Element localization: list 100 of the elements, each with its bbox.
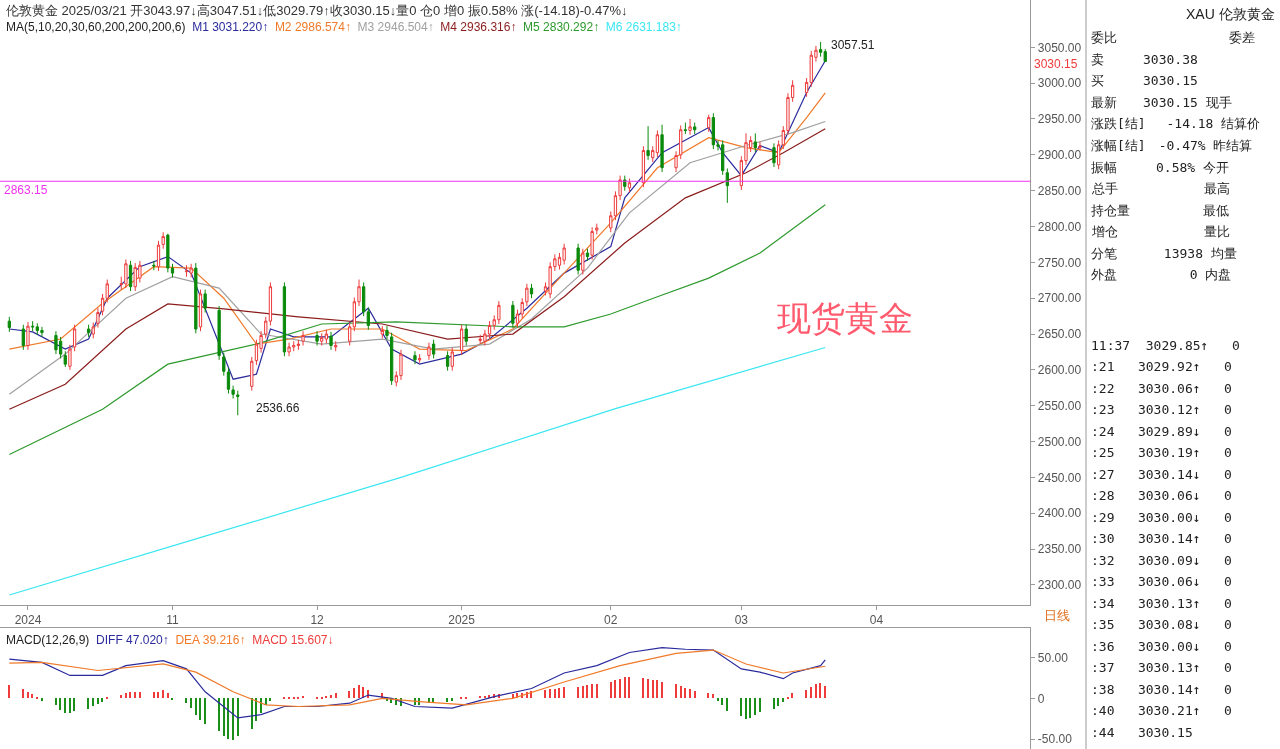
x-tick-label: 02: [604, 613, 618, 628]
annotation: 2536.66: [256, 401, 300, 415]
text: 3030.15: [1034, 57, 1078, 71]
bar: [707, 693, 709, 698]
bar: [451, 698, 453, 701]
text: MACD 15.607↓: [252, 633, 334, 647]
candlestick: [7, 316, 11, 333]
text: :23 3030.12↑ 0: [1091, 402, 1232, 417]
bar: [759, 698, 761, 712]
annotation: 现货黄金: [777, 299, 913, 337]
candlestick: [324, 329, 329, 344]
bar: [162, 690, 164, 698]
candlestick: [525, 283, 529, 307]
bar: [446, 698, 448, 702]
text: :25 3030.19↑ 0: [1091, 445, 1232, 460]
y-tick-label: 0: [1037, 691, 1045, 706]
bar: [642, 678, 644, 698]
bar: [139, 692, 141, 698]
bar: [69, 698, 71, 713]
y-tick-label: 2300.00: [1037, 578, 1082, 593]
bar: [614, 680, 616, 698]
bar: [656, 680, 658, 698]
bar: [27, 692, 29, 698]
text: 总手 最高: [1091, 181, 1230, 196]
bar: [819, 683, 821, 698]
text: :22 3030.06↑ 0: [1091, 381, 1232, 396]
bar: [260, 698, 262, 713]
candlestick: [707, 114, 711, 133]
y-tick-label: 2350.00: [1037, 542, 1082, 557]
candlestick: [166, 233, 170, 273]
bar: [92, 698, 94, 706]
bar: [218, 698, 220, 731]
bar: [41, 698, 43, 701]
x-tick-label: 2024: [14, 613, 42, 628]
bar: [185, 698, 187, 703]
text: 11:37 3029.85↑ 0: [1091, 338, 1240, 353]
x-tick-label: 11: [166, 613, 180, 628]
bar: [717, 698, 719, 701]
candlestick: [282, 281, 287, 357]
candlestick: [646, 125, 650, 161]
bar: [204, 698, 206, 724]
y-tick-label: 2400.00: [1037, 506, 1082, 521]
candlestick: [194, 262, 198, 334]
series-label: DEA 39.216↑: [175, 633, 246, 647]
text: 日线: [1044, 608, 1070, 623]
candlestick: [63, 350, 67, 368]
candlestick: [21, 324, 25, 351]
text: 最新 3030.15 现手: [1091, 95, 1232, 110]
candlestick: [595, 223, 599, 235]
bar: [199, 698, 201, 720]
candlestick: [380, 325, 384, 339]
candlestick: [688, 118, 692, 136]
y-tick-label: 2900.00: [1037, 148, 1082, 163]
bar: [129, 692, 131, 698]
candlestick: [776, 140, 781, 170]
chart-title: 伦敦黄金 2025/03/21 开3043.97↓高3047.51↓低3029.79↑收3030.15↓量0 仓0 增0 振0.58% 涨(-14.18)-0.47%↓: [6, 3, 628, 18]
candlestick: [198, 289, 203, 332]
candlestick: [660, 124, 664, 173]
text: M2 2986.574↑: [274, 20, 351, 34]
candlestick: [366, 307, 370, 331]
text: M3 2946.504↑: [357, 20, 434, 34]
text: 分笔 13938 均量: [1091, 246, 1237, 261]
text: 买 3030.15: [1091, 73, 1198, 88]
legend-title: MA(5,10,20,30,60,200,200,200,6): [6, 20, 186, 34]
bar: [101, 698, 103, 702]
candlestick: [562, 243, 566, 266]
candlestick: [72, 324, 77, 352]
bar: [591, 684, 593, 698]
candlestick: [385, 325, 389, 341]
bar: [815, 684, 817, 698]
bar: [125, 693, 127, 698]
bar: [544, 690, 546, 698]
bar: [577, 687, 579, 698]
text: :30 3030.14↑ 0: [1091, 531, 1232, 546]
y-tick-label: 2800.00: [1037, 219, 1082, 234]
bar: [330, 695, 332, 698]
bar: [554, 689, 556, 698]
candlestick: [511, 300, 515, 329]
candlestick: [203, 289, 207, 314]
bar: [358, 685, 360, 698]
candlestick: [315, 330, 319, 347]
y-tick-label: 3050.00: [1037, 40, 1082, 55]
bar: [432, 698, 434, 702]
bar: [195, 698, 197, 715]
y-tick-label: 3000.00: [1037, 76, 1082, 91]
bar: [754, 698, 756, 715]
bar: [721, 698, 723, 705]
candlestick: [772, 142, 776, 168]
bar: [22, 689, 24, 698]
bar: [59, 698, 61, 710]
candlestick: [693, 122, 697, 135]
legend-title: MACD(12,26,9): [6, 633, 90, 647]
bar: [227, 698, 229, 739]
candlestick: [581, 248, 585, 276]
bar: [610, 682, 612, 698]
candlestick: [189, 263, 193, 278]
bar: [647, 679, 649, 698]
text: :35 3030.08↓ 0: [1091, 617, 1232, 632]
text: 振幅 0.58% 今开: [1091, 160, 1229, 175]
series-label: DIFF 47.020↑: [96, 633, 169, 647]
